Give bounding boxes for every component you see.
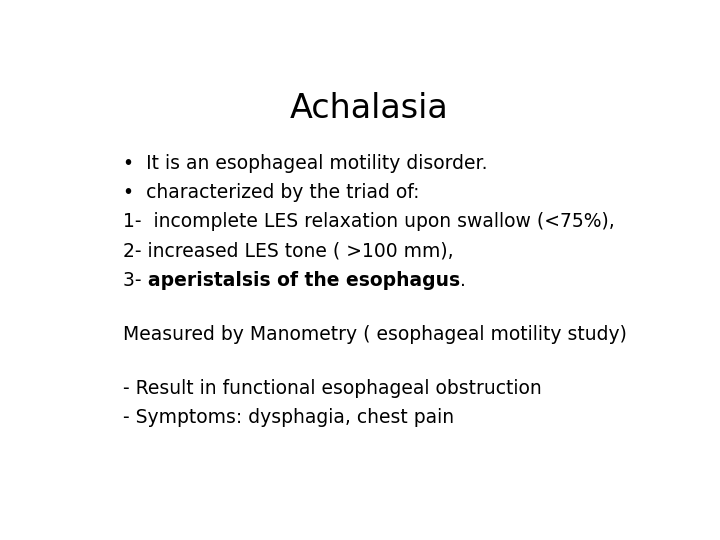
Text: - Symptoms: dysphagia, chest pain: - Symptoms: dysphagia, chest pain	[124, 408, 454, 427]
Text: 2- increased LES tone ( >100 mm),: 2- increased LES tone ( >100 mm),	[124, 241, 454, 260]
Text: - Result in functional esophageal obstruction: - Result in functional esophageal obstru…	[124, 379, 542, 398]
Text: Measured by Manometry ( esophageal motility study): Measured by Manometry ( esophageal motil…	[124, 325, 627, 343]
Text: .: .	[460, 271, 466, 289]
Text: •  characterized by the triad of:: • characterized by the triad of:	[124, 183, 420, 202]
Text: 1-  incomplete LES relaxation upon swallow (<75%),: 1- incomplete LES relaxation upon swallo…	[124, 212, 615, 232]
Text: Achalasia: Achalasia	[289, 92, 449, 125]
Text: aperistalsis of the esophagus: aperistalsis of the esophagus	[148, 271, 460, 289]
Text: 3-: 3-	[124, 271, 148, 289]
Text: •  It is an esophageal motility disorder.: • It is an esophageal motility disorder.	[124, 154, 488, 173]
